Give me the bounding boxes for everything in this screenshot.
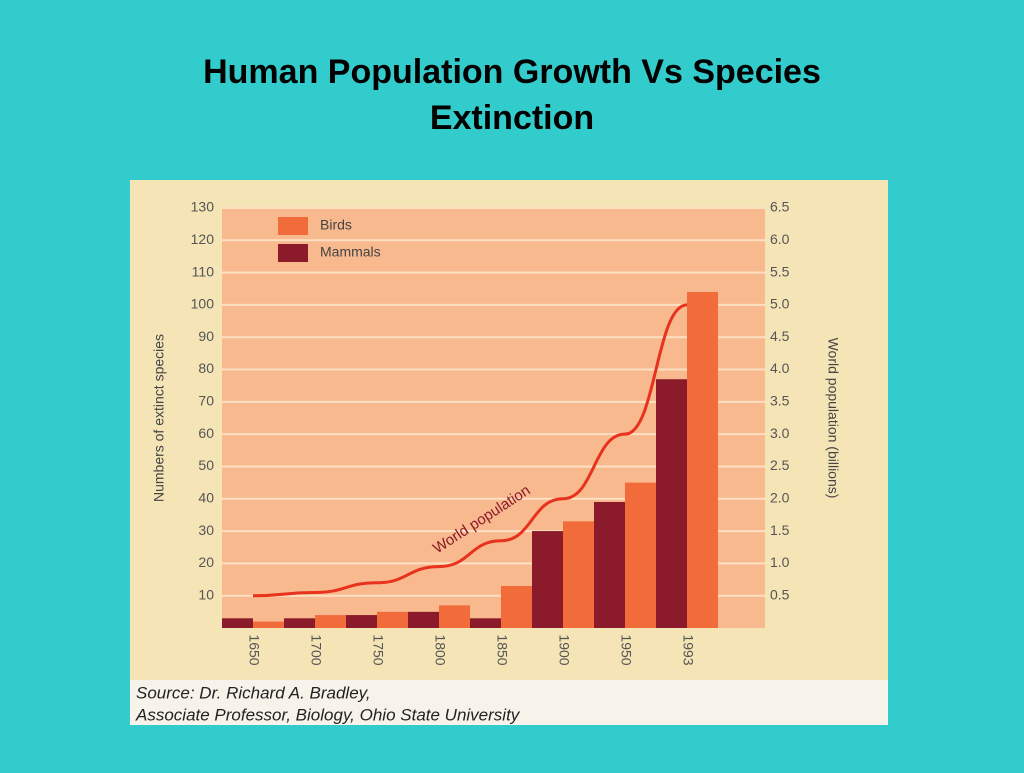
y-tick-label: 10 <box>198 586 214 602</box>
bar <box>470 618 501 628</box>
legend-swatch <box>278 244 308 262</box>
y2-tick-label: 5.5 <box>770 263 790 279</box>
legend-label: Mammals <box>320 244 381 260</box>
y2-tick-label: 3.5 <box>770 393 790 409</box>
bar <box>594 502 625 628</box>
y2-tick-label: 4.5 <box>770 328 790 344</box>
y-tick-label: 120 <box>191 231 215 247</box>
y-tick-label: 90 <box>198 328 214 344</box>
source-line: Associate Professor, Biology, Ohio State… <box>135 705 521 724</box>
y-tick-label: 130 <box>191 199 215 215</box>
y-axis-label: Numbers of extinct species <box>151 334 167 502</box>
bar <box>687 292 718 628</box>
line <box>252 303 688 598</box>
bar <box>377 611 408 628</box>
y-tick-label: 70 <box>198 393 214 409</box>
x-tick-label: 1700 <box>308 634 324 665</box>
y2-tick-label: 4.0 <box>770 360 790 376</box>
title-line: Extinction <box>430 99 594 137</box>
y-tick-label: 20 <box>198 554 214 570</box>
y2-tick-label: 0.5 <box>770 586 790 602</box>
y-tick-label: 50 <box>198 457 214 473</box>
bar <box>408 611 439 628</box>
source-line: Source: Dr. Richard A. Bradley, <box>136 683 371 702</box>
y-tick-label: 60 <box>198 425 214 441</box>
y-tick-label: 110 <box>192 263 215 279</box>
x-tick-label: 1650 <box>246 634 262 665</box>
x-tick-label: 1950 <box>618 634 634 665</box>
y-tick-label: 30 <box>198 522 214 538</box>
bar <box>222 618 253 628</box>
legend-swatch <box>278 217 308 235</box>
x-tick-label: 1850 <box>494 634 510 665</box>
y2-tick-label: 6.5 <box>770 199 790 215</box>
bar <box>563 521 594 628</box>
bar <box>284 618 315 628</box>
bar <box>253 621 284 628</box>
bar <box>625 482 656 628</box>
title-line: Human Population Growth Vs Species <box>203 53 821 91</box>
bar <box>315 615 346 628</box>
x-tick-label: 1900 <box>556 634 572 665</box>
bar <box>346 615 377 628</box>
y2-tick-label: 3.0 <box>770 425 790 441</box>
x-tick-label: 1750 <box>370 634 386 665</box>
bar <box>501 586 532 628</box>
bar <box>656 379 687 628</box>
slide-title: Human Population Growth Vs Species Extinc… <box>203 53 821 137</box>
source-panel <box>130 680 888 725</box>
y2-tick-label: 5.0 <box>770 296 790 312</box>
y-tick-label: 80 <box>198 360 214 376</box>
y-tick-label: 100 <box>191 296 215 312</box>
x-tick-label: 1993 <box>680 634 696 665</box>
y2-tick-label: 1.0 <box>770 554 790 570</box>
y2-axis-label: World population (billions) <box>825 338 841 499</box>
y2-tick-label: 2.0 <box>770 489 790 505</box>
x-tick-label: 1800 <box>432 634 448 665</box>
bar <box>532 531 563 628</box>
y2-tick-label: 2.5 <box>770 457 790 473</box>
y-tick-label: 40 <box>198 489 214 505</box>
y2-tick-label: 1.5 <box>770 522 790 538</box>
bar <box>439 605 470 628</box>
legend-label: Birds <box>320 217 352 233</box>
y2-tick-label: 6.0 <box>770 231 790 247</box>
